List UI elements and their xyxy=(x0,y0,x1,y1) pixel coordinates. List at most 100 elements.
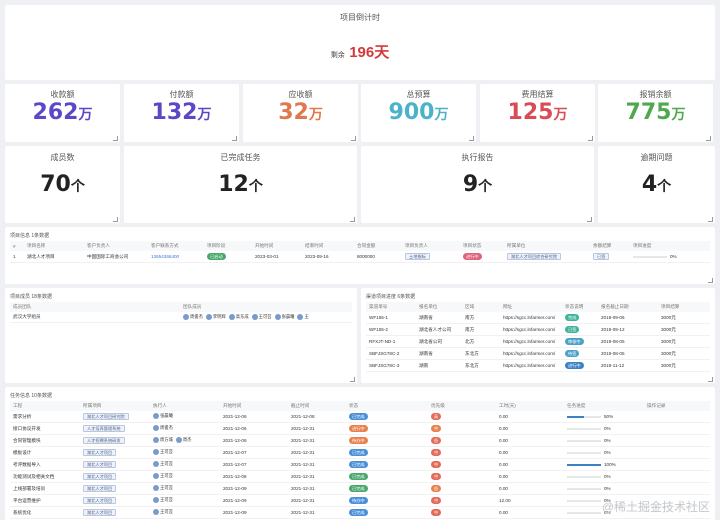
assignee-chip[interactable]: 王可芸 xyxy=(153,473,173,480)
table-row[interactable]: 合同管理模块 人才招聘系统研发 周方城 周杰 2021-12-06 2021-12-31 待… xyxy=(10,434,710,447)
status-pill: 已完成 xyxy=(349,473,368,480)
column-header[interactable]: 优先级 xyxy=(428,401,496,411)
table-row[interactable]: 上线部署及培训 湖北人才项目 王可芸 2021-12-09 2021-12-31 已完成 低… xyxy=(10,482,710,495)
resize-handle[interactable] xyxy=(588,136,593,141)
cell-url[interactable]: https://sgcc.lnfarmer.com/ xyxy=(500,312,562,324)
column-header[interactable]: 状态 xyxy=(346,401,428,411)
column-header[interactable]: 项目阶段 xyxy=(204,241,252,251)
column-header[interactable]: 区域 xyxy=(462,302,500,312)
cell-log[interactable] xyxy=(644,458,710,471)
column-header[interactable]: 项目名称 xyxy=(24,241,84,251)
table-row[interactable]: 模板设计 湖北人才项目 王可芸 2021-12-07 2021-12-31 已完成 中 0.0… xyxy=(10,446,710,459)
assignee-chip[interactable]: 王可芸 xyxy=(153,485,173,492)
countdown-value-wrap: 剩余 196天 xyxy=(5,41,715,62)
resize-handle[interactable] xyxy=(351,136,356,141)
resize-handle[interactable] xyxy=(708,377,713,382)
member-chip[interactable]: 高东成 xyxy=(228,314,249,320)
member-chip[interactable]: 李明辉 xyxy=(205,314,226,320)
table-row[interactable]: WF155-2 湖北省人才公司 南方 https://sgcc.lnfarmer.co… xyxy=(366,323,710,336)
column-header[interactable]: 网址 xyxy=(500,302,562,312)
table-row[interactable]: 考评数据导入 湖北人才项目 王可芸 2021-12-07 2021-12-31 已完成 中 0… xyxy=(10,458,710,471)
resize-handle[interactable] xyxy=(706,136,711,141)
resize-handle[interactable] xyxy=(708,278,713,283)
table-row[interactable]: 接口协议开发 人才培养管理系统 周俊杰 2021-12-06 2021-12-31 进行中… xyxy=(10,422,710,435)
table-row[interactable]: 武汉大学组员 周俊杰 李明辉 高东成 王可芸 张晨曦 王 xyxy=(10,312,352,324)
resize-handle[interactable] xyxy=(469,136,474,141)
resize-handle[interactable] xyxy=(113,217,118,222)
column-header[interactable]: 客户负责人 xyxy=(84,241,148,251)
resize-handle[interactable] xyxy=(350,377,355,382)
avatar xyxy=(153,449,159,456)
resize-handle[interactable] xyxy=(232,136,237,141)
cell-start: 2021-12-07 xyxy=(220,446,288,459)
member-chip[interactable]: 王可芸 xyxy=(251,314,272,320)
column-header[interactable]: 截止时间 xyxy=(288,401,346,411)
cell-url[interactable]: https://sgcc.lnfarmer.com/ xyxy=(500,359,562,372)
resize-handle[interactable] xyxy=(113,136,118,141)
table-row[interactable]: SBFJSG78C-2 湖南省 东北方 https://sgcc.lnfarmer.c… xyxy=(366,347,710,360)
column-header[interactable]: 所属项目 xyxy=(80,401,150,411)
column-header[interactable]: 工时(天) xyxy=(496,401,564,411)
column-header[interactable]: 状态说明 xyxy=(562,302,598,312)
stat-unit: 万 xyxy=(671,107,686,123)
cell-log[interactable] xyxy=(644,411,710,423)
assignee-chip[interactable]: 王可芸 xyxy=(153,497,173,504)
column-header[interactable]: 客户联系方式 xyxy=(148,241,204,251)
assignee-chip[interactable]: 周方城 xyxy=(153,437,173,444)
project-info-table: # 项目名称 客户负责人 客户联系方式 项目阶段 开始时间 结束时间 合同金额 项目负责人 项目状… xyxy=(10,241,710,263)
column-header[interactable]: 合同金额 xyxy=(354,241,402,251)
column-header[interactable]: 渠道单号 xyxy=(366,302,416,312)
table-row[interactable]: 需求分析 湖北人才项目研究院 张晨曦 2021-12-06 2021-12-08 已完成 高… xyxy=(10,411,710,423)
assignee-chip[interactable]: 张晨曦 xyxy=(153,413,173,420)
resize-handle[interactable] xyxy=(708,217,713,222)
column-header[interactable]: 操作记录 xyxy=(644,401,710,411)
cell-log[interactable] xyxy=(644,494,710,507)
priority-pill: 高 xyxy=(431,413,442,420)
assignee-chip[interactable]: 王可芸 xyxy=(153,449,173,456)
column-header[interactable]: 项目进度 xyxy=(630,241,710,251)
cell-log[interactable] xyxy=(644,506,710,519)
member-chip[interactable]: 张晨曦 xyxy=(274,314,294,320)
table-row[interactable]: RFXJT-ND-1 湖北省公司 北方 https://sgcc.lnfarmer.c… xyxy=(366,335,710,348)
assignee-chip[interactable]: 周杰 xyxy=(175,437,191,444)
assignee-chip[interactable]: 周俊杰 xyxy=(153,425,173,432)
column-header[interactable]: 余额结算 xyxy=(590,241,630,251)
cell-log[interactable] xyxy=(644,422,710,435)
cell-unit: 湖南省 xyxy=(416,347,462,360)
column-header[interactable]: 所属单位 xyxy=(504,241,590,251)
resize-handle[interactable] xyxy=(587,217,592,222)
column-header[interactable]: 结束时间 xyxy=(302,241,354,251)
column-header[interactable]: 开始时间 xyxy=(252,241,302,251)
table-row[interactable]: 系统优化 湖北人才项目 王可芸 2021-12-09 2021-12-31 已完成 中 0.0… xyxy=(10,506,710,519)
column-header[interactable]: # xyxy=(10,241,24,251)
member-chip[interactable]: 王 xyxy=(297,314,309,320)
column-header[interactable]: 项目结算 xyxy=(658,302,710,312)
avatar xyxy=(153,485,159,492)
cell-phone-link[interactable]: 13654366400 xyxy=(148,251,204,263)
cell-url[interactable]: https://sgcc.lnfarmer.com/ xyxy=(500,347,562,360)
cell-log[interactable] xyxy=(644,446,710,459)
column-header[interactable]: 报名截止日期 xyxy=(598,302,658,312)
table-row[interactable]: 平台运营维护 湖北人才项目 王可芸 2021-12-09 2021-12-31 待办中 中 1… xyxy=(10,494,710,507)
cell-url[interactable]: https://sgcc.lnfarmer.com/ xyxy=(500,335,562,348)
column-header[interactable]: 任务进度 xyxy=(564,401,644,411)
assignee-chip[interactable]: 王可芸 xyxy=(153,509,173,516)
cell-log[interactable] xyxy=(644,470,710,483)
table-row[interactable]: 功能测试及相关文档 湖北人才项目 王可芸 2021-12-08 2021-12-31 已完… xyxy=(10,470,710,483)
column-header[interactable]: 执行人 xyxy=(150,401,220,411)
cell-region: 南方 xyxy=(462,323,500,336)
member-chip[interactable]: 周俊杰 xyxy=(183,314,203,320)
column-header[interactable]: 工程 xyxy=(10,401,80,411)
assignee-chip[interactable]: 王可芸 xyxy=(153,461,173,468)
table-row[interactable]: SBFJSG78C-3 湖南 东北方 https://sgcc.lnfarmer.co… xyxy=(366,359,710,372)
column-header[interactable]: 开始时间 xyxy=(220,401,288,411)
column-header[interactable]: 项目负责人 xyxy=(402,241,460,251)
cell-log[interactable] xyxy=(644,434,710,447)
resize-handle[interactable] xyxy=(350,217,355,222)
table-row[interactable]: 1 湖北人才项目 中国国际工商会公司 13654366400 已启动 2023-… xyxy=(10,251,710,263)
column-header[interactable]: 项目状态 xyxy=(460,241,504,251)
table-row[interactable]: WF155-1 湖南省 南方 https://sgcc.lnfarmer.com/完成… xyxy=(366,312,710,324)
cell-url[interactable]: https://sgcc.lnfarmer.com/ xyxy=(500,323,562,336)
cell-log[interactable] xyxy=(644,482,710,495)
column-header[interactable]: 报名单位 xyxy=(416,302,462,312)
